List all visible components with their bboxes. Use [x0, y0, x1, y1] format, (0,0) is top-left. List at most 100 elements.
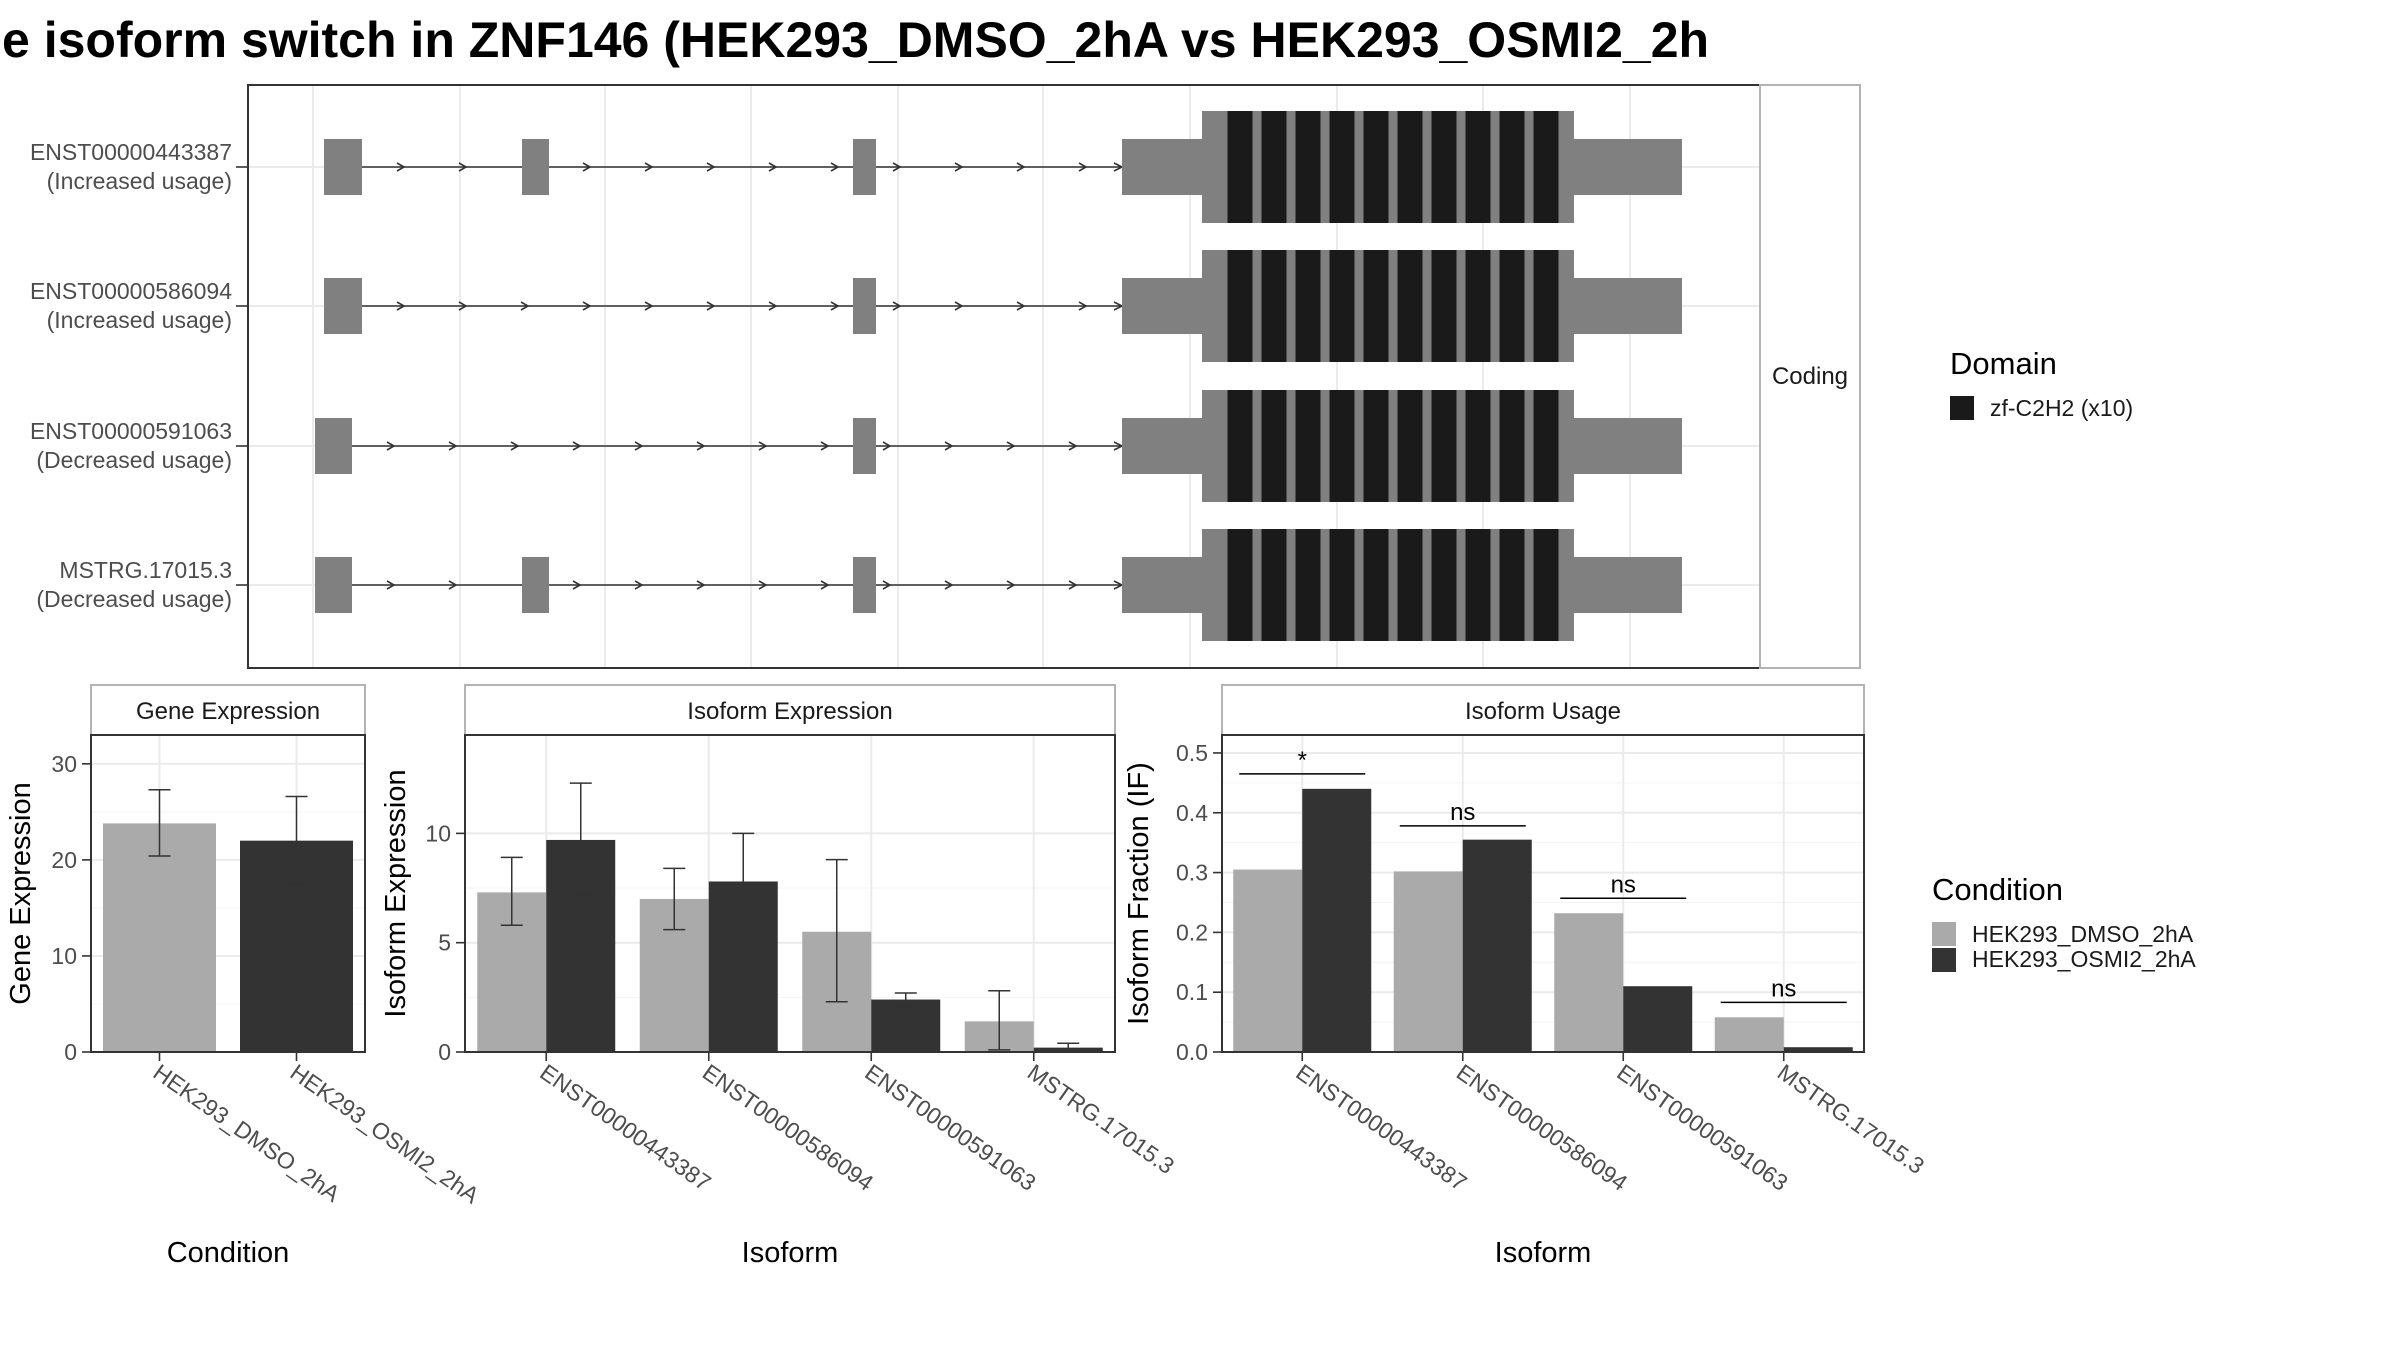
direction-arrow [882, 441, 892, 451]
y-tick-label: 0.4 [1176, 800, 1208, 826]
zf-c2h2-domain [1533, 250, 1559, 362]
direction-arrow [396, 301, 406, 311]
direction-arrow [830, 162, 840, 172]
domain-legend-title: Domain [1950, 346, 2057, 381]
x-tick-label: MSTRG.17015.3 [1773, 1059, 1929, 1179]
direction-arrow [386, 441, 396, 451]
direction-arrow [1006, 441, 1016, 451]
x-tick-label: ENST00000443387 [1291, 1059, 1471, 1196]
direction-arrow [830, 301, 840, 311]
direction-arrow [706, 301, 716, 311]
isoform-usage-chart: Isoform Usage ENST00000443387ENST00000586… [1123, 684, 1929, 1269]
x-tick-label: MSTRG.17015.3 [1023, 1059, 1179, 1179]
zf-c2h2-domain [1227, 250, 1253, 362]
bar [1623, 986, 1693, 1052]
chart-strip [1221, 684, 1865, 736]
y-tick-label: 0.1 [1176, 979, 1208, 1005]
transcript-usage-label: (Increased usage) [47, 307, 232, 333]
transcript-usage-label: (Increased usage) [47, 168, 232, 194]
exon-small [853, 139, 876, 195]
zf-c2h2-domain [1295, 250, 1321, 362]
zf-c2h2-domain [1261, 250, 1287, 362]
direction-arrow [758, 580, 768, 590]
bar [1233, 869, 1303, 1052]
exon-small [522, 139, 549, 195]
zf-c2h2-domain [1499, 111, 1525, 223]
direction-arrow [458, 301, 468, 311]
y-tick-label: 5 [438, 930, 451, 956]
bar [1554, 913, 1624, 1052]
zf-c2h2-domain [1499, 390, 1525, 502]
bar [1714, 1017, 1784, 1052]
x-axis-title: Isoform [742, 1237, 839, 1269]
domain-legend-label: zf-C2H2 (x10) [1990, 395, 2133, 421]
zf-c2h2-domain [1363, 529, 1389, 641]
direction-arrow [572, 580, 582, 590]
zf-c2h2-domain [1397, 390, 1423, 502]
direction-arrow [510, 441, 520, 451]
zf-c2h2-domain [1261, 529, 1287, 641]
y-tick-label: 10 [425, 820, 451, 846]
chart-strip [464, 684, 1116, 736]
significance-label: * [1298, 747, 1307, 774]
zf-c2h2-domain [1533, 111, 1559, 223]
zf-c2h2-domain [1465, 529, 1491, 641]
significance-label: ns [1611, 871, 1636, 898]
zf-c2h2-domain [1363, 111, 1389, 223]
direction-arrow [520, 301, 530, 311]
zf-c2h2-domain [1295, 390, 1321, 502]
direction-arrow [1006, 580, 1016, 590]
zf-c2h2-domain [1363, 250, 1389, 362]
direction-arrow [892, 162, 902, 172]
figure-title: e isoform switch in ZNF146 (HEK293_DMSO_… [2, 12, 1709, 68]
x-axis-title: Condition [167, 1237, 290, 1269]
exon-small [324, 278, 362, 334]
zf-c2h2-domain [1431, 390, 1457, 502]
direction-arrow [1068, 580, 1078, 590]
transcript-id-label: ENST00000443387 [30, 139, 232, 165]
exon-small [315, 418, 352, 474]
zf-c2h2-domain [1533, 390, 1559, 502]
y-axis-title: Gene Expression [5, 782, 37, 1004]
y-tick-label: 0 [64, 1039, 77, 1065]
transcript-usage-label: (Decreased usage) [36, 586, 232, 612]
exon-small [522, 557, 549, 613]
direction-arrow [572, 441, 582, 451]
zf-c2h2-domain [1431, 111, 1457, 223]
zf-c2h2-domain [1499, 250, 1525, 362]
zf-c2h2-domain [1397, 111, 1423, 223]
condition-legend-label-osmi2: HEK293_OSMI2_2hA [1972, 946, 2196, 972]
bar [103, 823, 216, 1052]
x-tick-label: ENST00000586094 [698, 1059, 879, 1196]
exon-small [853, 557, 876, 613]
zf-c2h2-domain [1295, 529, 1321, 641]
direction-arrow [768, 301, 778, 311]
coding-strip [1759, 84, 1861, 669]
zf-c2h2-domain [1363, 390, 1389, 502]
direction-arrow [1068, 441, 1078, 451]
condition-legend-swatch-osmi2 [1932, 948, 1956, 972]
x-axis-title: Isoform [1495, 1237, 1592, 1269]
direction-arrow [882, 580, 892, 590]
zf-c2h2-domain [1465, 250, 1491, 362]
zf-c2h2-domain [1329, 529, 1355, 641]
direction-arrow [448, 441, 458, 451]
direction-arrow [644, 162, 654, 172]
direction-arrow [644, 301, 654, 311]
zf-c2h2-domain [1329, 111, 1355, 223]
x-tick-label: ENST00000586094 [1452, 1059, 1633, 1196]
x-tick-label: ENST00000591063 [860, 1059, 1040, 1196]
zf-c2h2-domain [1431, 250, 1457, 362]
zf-c2h2-domain [1227, 529, 1253, 641]
direction-arrow [448, 580, 458, 590]
direction-arrow [1016, 301, 1026, 311]
direction-arrow [1078, 162, 1088, 172]
direction-arrow [1016, 162, 1026, 172]
bar [1393, 871, 1463, 1052]
y-tick-label: 30 [51, 751, 77, 777]
chart-strip-title: Gene Expression [136, 698, 320, 725]
zf-c2h2-domain [1261, 111, 1287, 223]
y-tick-label: 0 [438, 1039, 451, 1065]
domain-legend-swatch [1950, 396, 1974, 420]
